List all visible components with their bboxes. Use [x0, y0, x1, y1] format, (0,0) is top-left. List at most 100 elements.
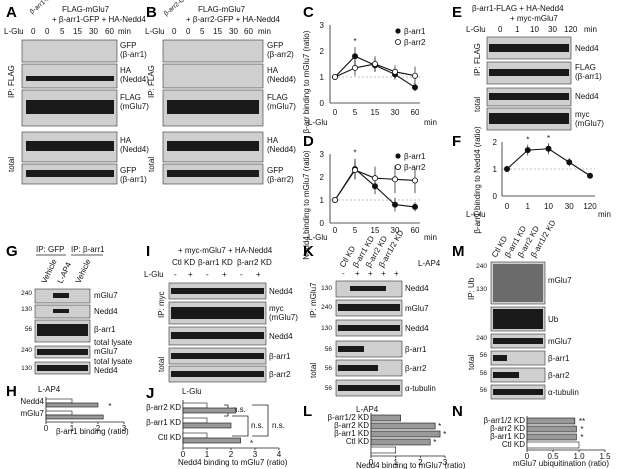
panel-m-blot-label-0: mGlu7: [548, 276, 572, 285]
panel-k-band-mglu7: [338, 304, 400, 311]
panel-b-time-4: 30: [229, 27, 238, 36]
panel-d-series-1-point-3: [391, 176, 398, 183]
panel-g-band-arr1: [37, 324, 88, 336]
panel-i-band-nedd4-total: [171, 332, 264, 339]
panel-e-header2: + myc-mGlu7: [510, 14, 558, 23]
panel-a-blot-label-4: FLAG: [120, 93, 141, 102]
panel-h-letter: H: [6, 383, 17, 400]
panel-i-blot-label-3: Nedd4: [269, 332, 293, 341]
panel-j-bar-plus-2: [182, 437, 241, 444]
panel-e-lglu: L-Glu: [466, 25, 486, 34]
panel-e-time-4: 120: [564, 25, 578, 34]
panel-k-blot-label-1: mGlu7: [405, 304, 429, 313]
panel-k-blot-label-4: β-arr2: [405, 364, 427, 373]
panel-b-letter: B: [146, 4, 157, 21]
panel-l-category-2: β-arr1 KD: [334, 429, 369, 438]
panel-g-blot-label-6: Nedd4: [94, 366, 118, 375]
panel-a-blot-label-2: HA: [120, 66, 132, 75]
panel-m-ip-label: IP: Ub: [467, 277, 476, 300]
panel-c: C β-arr binding to mGlu7 (ratio) 3 2 1 0…: [302, 4, 437, 133]
panel-f: F β-arr1 binding to Nedd4 (ratio) 2 1 0 …: [452, 126, 611, 234]
panel-c-series-1-point-0: [331, 74, 338, 81]
panel-g-mw-1: 130: [21, 306, 32, 313]
panel-i-group-0: Ctl KD: [172, 258, 195, 267]
panel-n-category-2: β-arr1 KD: [490, 432, 525, 441]
panel-b-band-arr2-total: [167, 170, 259, 177]
panel-l-bar-4: [370, 446, 396, 454]
panel-m-mw-3: 56: [480, 352, 488, 359]
panel-j-bracket-2: [252, 404, 269, 437]
panel-k: K Ctl KD β-arr1 KD β-arr2 KD β-arr1/2 KD…: [303, 228, 441, 397]
panel-j-xtick-2: 2: [229, 450, 234, 459]
panel-e-time-0: 0: [498, 25, 503, 34]
panel-c-xlabel: L-Glu: [308, 118, 328, 127]
panel-a-header2: + β-arr1-GFP + HA-Nedd4: [52, 15, 146, 24]
panel-a-blot-label-3: (Nedd4): [120, 75, 149, 84]
panel-k-sign-4: +: [394, 269, 399, 278]
panel-a-time-1: 0: [45, 27, 50, 36]
panel-c-xtick-1: 5: [353, 108, 358, 117]
panel-g-mw-2: 56: [25, 326, 33, 333]
panel-b-min: min: [258, 27, 271, 36]
panel-k-band-arr1: [338, 346, 364, 352]
panel-f-ytick-0: 0: [493, 192, 498, 201]
panel-a-band-nedd4-ip: [26, 76, 114, 81]
panel-l-xtick-0: 0: [369, 458, 374, 467]
panel-c-xtick-3: 30: [391, 108, 400, 117]
panel-g: G IP: GFP IP: β-arr1 Vehicle L-AP4 Vehic…: [6, 243, 133, 375]
panel-n-xtick-2: 1.0: [573, 452, 585, 461]
panel-a-band-mglu7: [26, 100, 114, 114]
panel-m-letter: M: [452, 243, 465, 260]
panel-l-xtick-3: 3: [443, 458, 448, 467]
panel-l-annotation-2: *: [433, 438, 436, 447]
panel-m-blot-label-4: β-arr2: [548, 371, 570, 380]
panel-m-band-tubulin: [493, 389, 543, 395]
panel-e-band-mglu7: [489, 113, 569, 124]
panel-d-series-0-point-4: [411, 203, 418, 210]
panel-e-band-arr1: [489, 69, 569, 76]
panel-k-band-arr2: [338, 365, 378, 371]
panel-e-band-nedd4-total: [489, 93, 569, 100]
panel-a-band-nedd4-total: [26, 141, 114, 151]
panel-d-series-0-point-3: [391, 201, 398, 208]
panel-l-category-3: Ctl KD: [346, 437, 369, 446]
panel-n-xlabel: mGlu7 ubiquitination (ratio): [513, 459, 609, 468]
panel-a-time-5: 60: [105, 27, 114, 36]
panel-b-time-0: 0: [172, 27, 177, 36]
panel-j-bar-minus-1: [182, 417, 208, 424]
panel-n-xtick-3: 1.5: [599, 452, 611, 461]
panel-g-lane-2: Vehicle: [74, 257, 93, 285]
panel-n-annotation-0: **: [579, 417, 585, 426]
panel-g-letter: G: [6, 243, 18, 260]
panel-k-sign-3: +: [381, 269, 386, 278]
panel-k-mw-5: 56: [325, 385, 333, 392]
panel-a-band-arr1-total: [26, 170, 114, 177]
panel-j-xtick-3: 3: [253, 450, 258, 459]
panel-i-blot-label-1: myc: [269, 304, 284, 313]
panel-e-time-2: 10: [530, 25, 539, 34]
panel-e-time-3: 30: [548, 25, 557, 34]
panel-c-legend-0: β-arr1: [404, 27, 426, 36]
panel-g-band-mglu7: [53, 293, 69, 298]
panel-l-bar-3: [370, 438, 431, 446]
panel-a-total-label: total: [7, 157, 16, 172]
panel-l-category-0: β-arr1/2 KD: [328, 413, 370, 422]
panel-e-blot-label-3: Nedd4: [575, 92, 599, 101]
panel-j-title: L-Glu: [182, 387, 202, 396]
panel-h-category-0: Nedd4: [20, 397, 44, 406]
panel-g-mw-3: 240: [21, 347, 32, 354]
panel-i-band-arr2: [171, 371, 264, 377]
panel-c-xtick-4: 60: [411, 108, 420, 117]
panel-j-xlabel: Nedd4 binding to mGlu7 (ratio): [178, 458, 288, 467]
panel-b-band-mglu7: [167, 100, 259, 114]
panel-n-category-1: β-arr2 KD: [490, 424, 525, 433]
panel-g-band-nedd4: [53, 309, 69, 313]
panel-a-blot-label-8: GFP: [120, 166, 136, 175]
panel-n-annotation-1: *: [580, 425, 583, 434]
panel-b-time-5: 60: [244, 27, 253, 36]
panel-h-bar-1: [45, 414, 104, 420]
panel-h-title: L-AP4: [38, 385, 61, 394]
panel-m-mw-5: 56: [480, 387, 488, 394]
panel-f-xtick-0: 0: [505, 202, 510, 211]
